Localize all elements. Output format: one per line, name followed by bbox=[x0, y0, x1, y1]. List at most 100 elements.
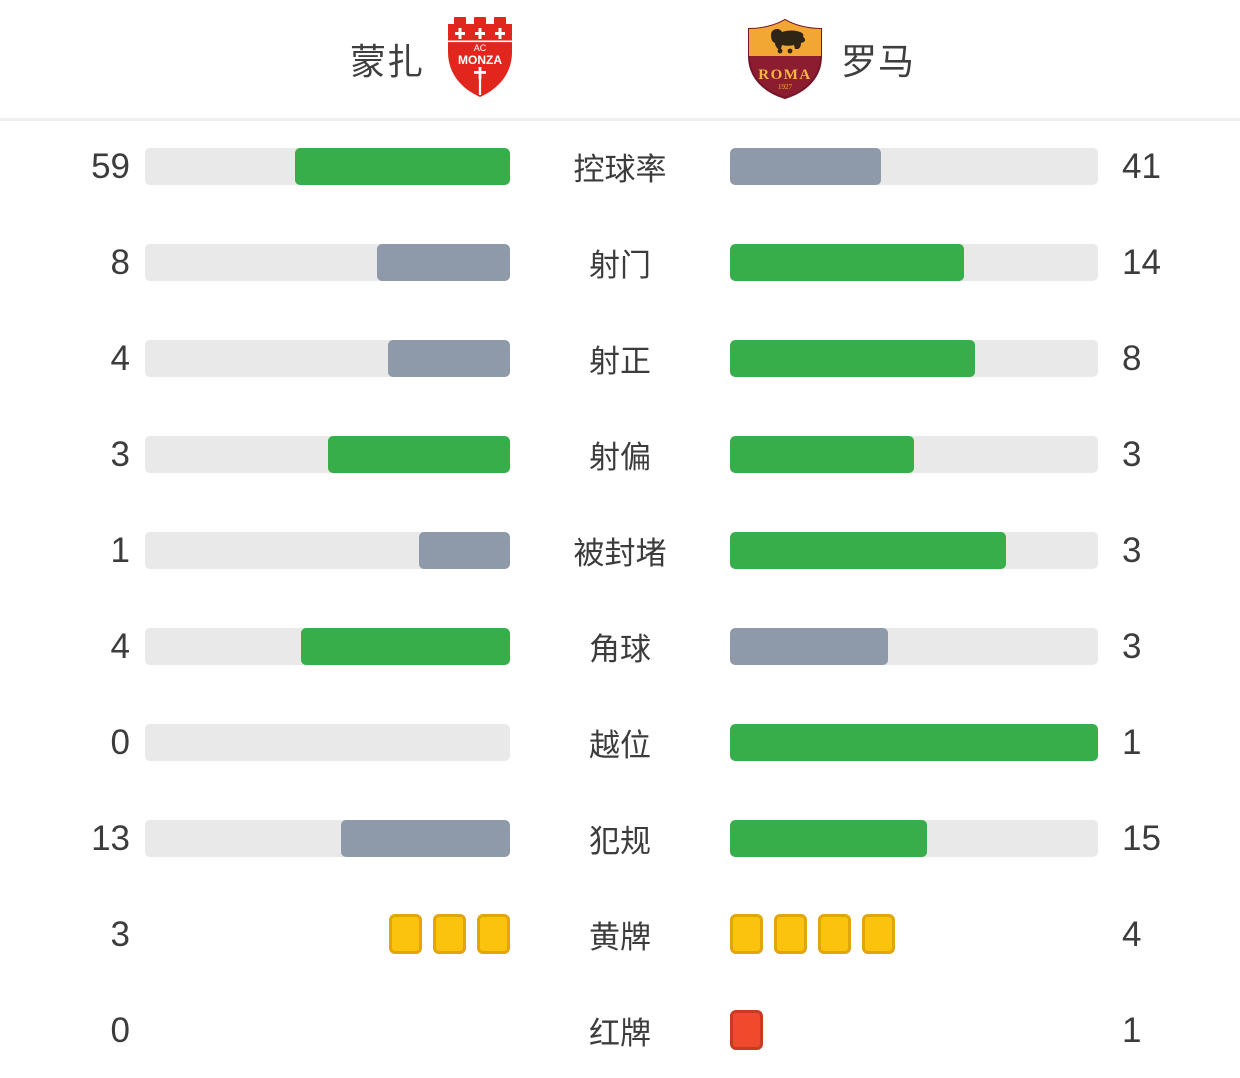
monza-crest-text-ac: AC bbox=[474, 43, 487, 53]
away-value: 4 bbox=[1122, 914, 1142, 954]
stat-row: 13 犯规 15 bbox=[0, 790, 1240, 886]
away-bar-fill bbox=[730, 723, 1098, 761]
yellow-card-icon bbox=[433, 914, 466, 954]
home-value: 8 bbox=[110, 242, 130, 282]
home-bar-track bbox=[145, 627, 510, 665]
home-graph bbox=[145, 147, 510, 185]
yellow-card-icon bbox=[730, 914, 763, 954]
away-bar-fill bbox=[730, 627, 888, 665]
stat-label: 角球 bbox=[589, 631, 651, 667]
stat-label: 红牌 bbox=[589, 1015, 651, 1051]
home-bar-track bbox=[145, 723, 510, 761]
stat-row: 0 越位 1 bbox=[0, 694, 1240, 790]
home-bar-track bbox=[145, 147, 510, 185]
away-bar-fill bbox=[730, 531, 1006, 569]
away-bar-track bbox=[730, 339, 1098, 377]
home-bar-fill bbox=[388, 339, 510, 377]
stats-rows: 59 控球率 41 8 射门 14 4 射正 8 3 射偏 3 1 被封堵 3 4 角球 3 0 越位 1 13 犯规 15 3… bbox=[0, 118, 1240, 1078]
home-bar-fill bbox=[301, 627, 510, 665]
home-graph bbox=[145, 435, 510, 473]
team-away: ROMA 1927 罗马 bbox=[745, 0, 915, 118]
home-graph bbox=[145, 819, 510, 857]
away-graph bbox=[730, 1010, 1098, 1050]
stat-label: 射偏 bbox=[589, 439, 651, 475]
stat-label: 犯规 bbox=[589, 823, 651, 859]
home-bar-fill bbox=[327, 435, 510, 473]
home-graph bbox=[145, 339, 510, 377]
away-graph bbox=[730, 531, 1098, 569]
roma-crest-text-year: 1927 bbox=[778, 83, 793, 91]
stat-label: 控球率 bbox=[573, 151, 667, 187]
away-value: 1 bbox=[1122, 1010, 1142, 1050]
monza-crest-icon: AC MONZA bbox=[448, 17, 512, 97]
away-bar-track bbox=[730, 147, 1098, 185]
stat-row: 8 射门 14 bbox=[0, 214, 1240, 310]
away-team-name: 罗马 bbox=[841, 41, 916, 82]
home-value: 4 bbox=[110, 626, 130, 666]
away-graph bbox=[730, 723, 1098, 761]
stat-row: 4 射正 8 bbox=[0, 310, 1240, 406]
home-bar-fill bbox=[377, 243, 510, 281]
stat-row: 0 红牌 1 bbox=[0, 982, 1240, 1078]
away-graph bbox=[730, 435, 1098, 473]
home-graph bbox=[145, 914, 510, 954]
stat-label: 射门 bbox=[589, 247, 651, 283]
away-bar-track bbox=[730, 627, 1098, 665]
home-value: 1 bbox=[110, 530, 130, 570]
away-graph bbox=[730, 914, 1098, 954]
home-graph bbox=[145, 723, 510, 761]
home-graph bbox=[145, 531, 510, 569]
away-bar-track bbox=[730, 723, 1098, 761]
red-card-icon bbox=[730, 1010, 763, 1050]
yellow-card-icon bbox=[389, 914, 422, 954]
away-value: 3 bbox=[1122, 626, 1142, 666]
home-value: 59 bbox=[91, 146, 130, 186]
home-bar-track bbox=[145, 435, 510, 473]
away-value: 41 bbox=[1122, 146, 1161, 186]
home-bar-track bbox=[145, 531, 510, 569]
away-bar-fill bbox=[730, 819, 928, 857]
away-bar-track bbox=[730, 435, 1098, 473]
stat-label: 射正 bbox=[589, 343, 651, 379]
home-graph bbox=[145, 243, 510, 281]
away-graph bbox=[730, 243, 1098, 281]
roma-crest-icon: ROMA 1927 bbox=[748, 18, 822, 100]
away-bar-fill bbox=[730, 339, 976, 377]
yellow-card-icon bbox=[774, 914, 807, 954]
home-bar-fill bbox=[340, 819, 510, 857]
home-value: 3 bbox=[110, 914, 130, 954]
stat-label: 黄牌 bbox=[589, 919, 651, 955]
away-bar-fill bbox=[730, 147, 881, 185]
away-bar-fill bbox=[730, 435, 914, 473]
yellow-card-icon bbox=[477, 914, 510, 954]
away-bar-track bbox=[730, 531, 1098, 569]
home-bar-track bbox=[145, 819, 510, 857]
home-bar-track bbox=[145, 243, 510, 281]
home-graph bbox=[145, 627, 510, 665]
away-value: 14 bbox=[1122, 242, 1161, 282]
yellow-card-icon bbox=[862, 914, 895, 954]
away-graph bbox=[730, 147, 1098, 185]
away-value: 3 bbox=[1122, 530, 1142, 570]
match-stats-header: 蒙扎 AC MONZA bbox=[0, 0, 1240, 121]
home-bar-fill bbox=[294, 147, 510, 185]
yellow-card-icon bbox=[818, 914, 851, 954]
away-graph bbox=[730, 339, 1098, 377]
stat-row: 3 射偏 3 bbox=[0, 406, 1240, 502]
monza-crest-text-monza: MONZA bbox=[458, 53, 502, 67]
home-value: 13 bbox=[91, 818, 130, 858]
away-value: 1 bbox=[1122, 722, 1142, 762]
stat-row: 4 角球 3 bbox=[0, 598, 1240, 694]
away-bar-track bbox=[730, 243, 1098, 281]
stat-label: 越位 bbox=[589, 727, 651, 763]
stat-row: 1 被封堵 3 bbox=[0, 502, 1240, 598]
roma-crest-text-roma: ROMA bbox=[758, 67, 812, 83]
home-value: 4 bbox=[110, 338, 130, 378]
home-bar-fill bbox=[418, 531, 510, 569]
away-graph bbox=[730, 819, 1098, 857]
home-value: 0 bbox=[110, 722, 130, 762]
home-team-name: 蒙扎 bbox=[349, 41, 424, 82]
away-value: 3 bbox=[1122, 434, 1142, 474]
stat-row: 59 控球率 41 bbox=[0, 118, 1240, 214]
away-graph bbox=[730, 627, 1098, 665]
